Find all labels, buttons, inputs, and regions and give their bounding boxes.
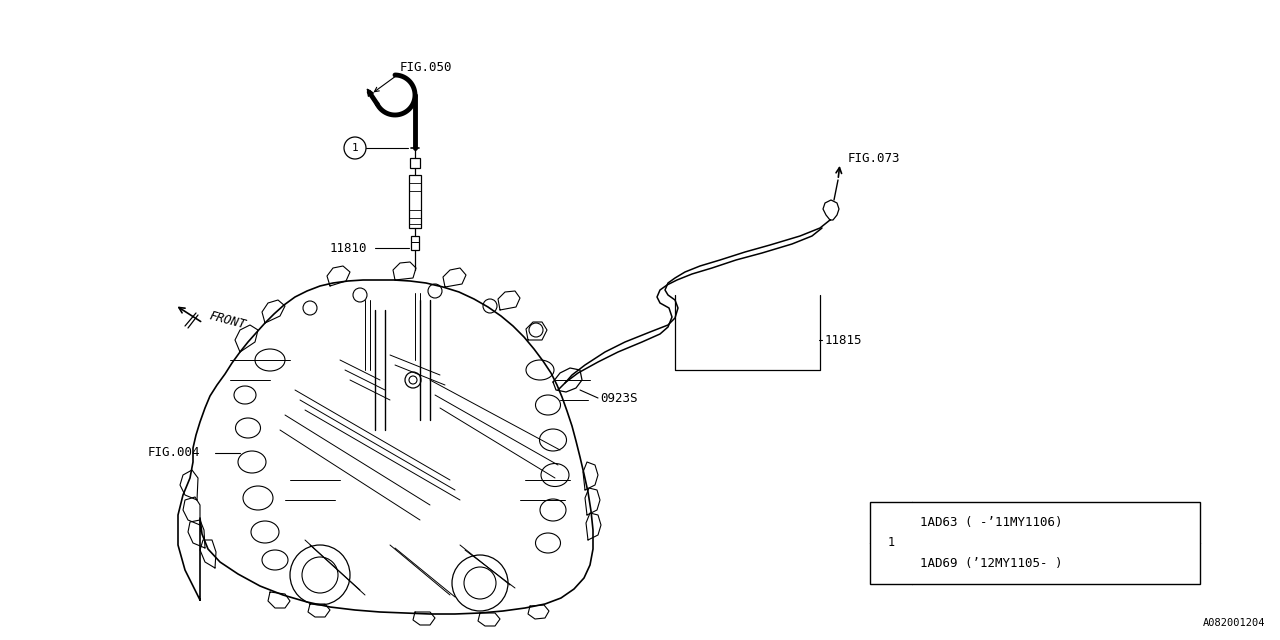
Text: 11810: 11810 bbox=[330, 241, 367, 255]
Text: 1: 1 bbox=[352, 143, 358, 153]
Text: FIG.073: FIG.073 bbox=[849, 152, 901, 164]
Bar bbox=[411, 236, 419, 250]
Text: FRONT: FRONT bbox=[207, 309, 247, 331]
Text: 0923S: 0923S bbox=[600, 392, 637, 404]
Bar bbox=[410, 158, 420, 168]
Text: 1AD63 ( -’11MY1106): 1AD63 ( -’11MY1106) bbox=[920, 516, 1062, 529]
Text: FIG.050: FIG.050 bbox=[399, 61, 452, 74]
Bar bbox=[870, 502, 1201, 584]
Bar bbox=[410, 175, 421, 228]
Text: 1: 1 bbox=[887, 536, 895, 550]
Text: 11815: 11815 bbox=[826, 333, 863, 346]
Text: FIG.004: FIG.004 bbox=[148, 447, 201, 460]
Text: 1AD69 (’12MY1105- ): 1AD69 (’12MY1105- ) bbox=[920, 557, 1062, 570]
Text: A082001204: A082001204 bbox=[1202, 618, 1265, 628]
